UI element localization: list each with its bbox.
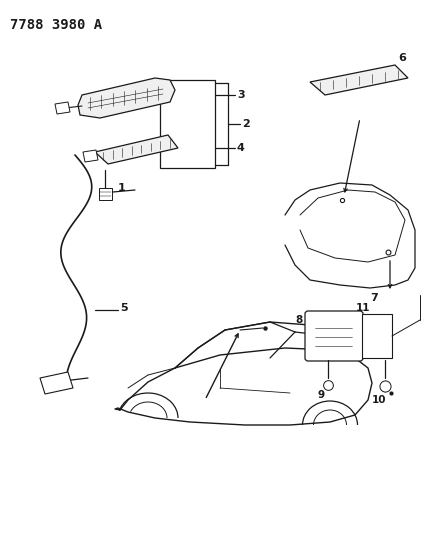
Text: 5: 5	[120, 303, 128, 313]
Polygon shape	[83, 150, 98, 162]
FancyBboxPatch shape	[305, 311, 363, 361]
Text: 8: 8	[295, 315, 302, 325]
Polygon shape	[55, 102, 70, 114]
Bar	[362, 314, 392, 358]
Text: 3: 3	[237, 90, 245, 100]
Polygon shape	[99, 188, 112, 200]
Text: 7788 3980 A: 7788 3980 A	[10, 18, 102, 32]
Text: 6: 6	[398, 53, 406, 63]
Text: 4: 4	[237, 143, 245, 153]
Text: 9: 9	[318, 390, 325, 400]
Bar	[160, 80, 215, 168]
Polygon shape	[310, 65, 408, 95]
Polygon shape	[95, 135, 178, 164]
Polygon shape	[310, 312, 360, 360]
Text: 1: 1	[118, 183, 126, 193]
Text: 7: 7	[370, 293, 378, 303]
Polygon shape	[78, 78, 175, 118]
Polygon shape	[40, 372, 73, 394]
Text: 10: 10	[372, 395, 386, 405]
Text: 11: 11	[356, 303, 371, 313]
Text: 2: 2	[242, 119, 250, 129]
